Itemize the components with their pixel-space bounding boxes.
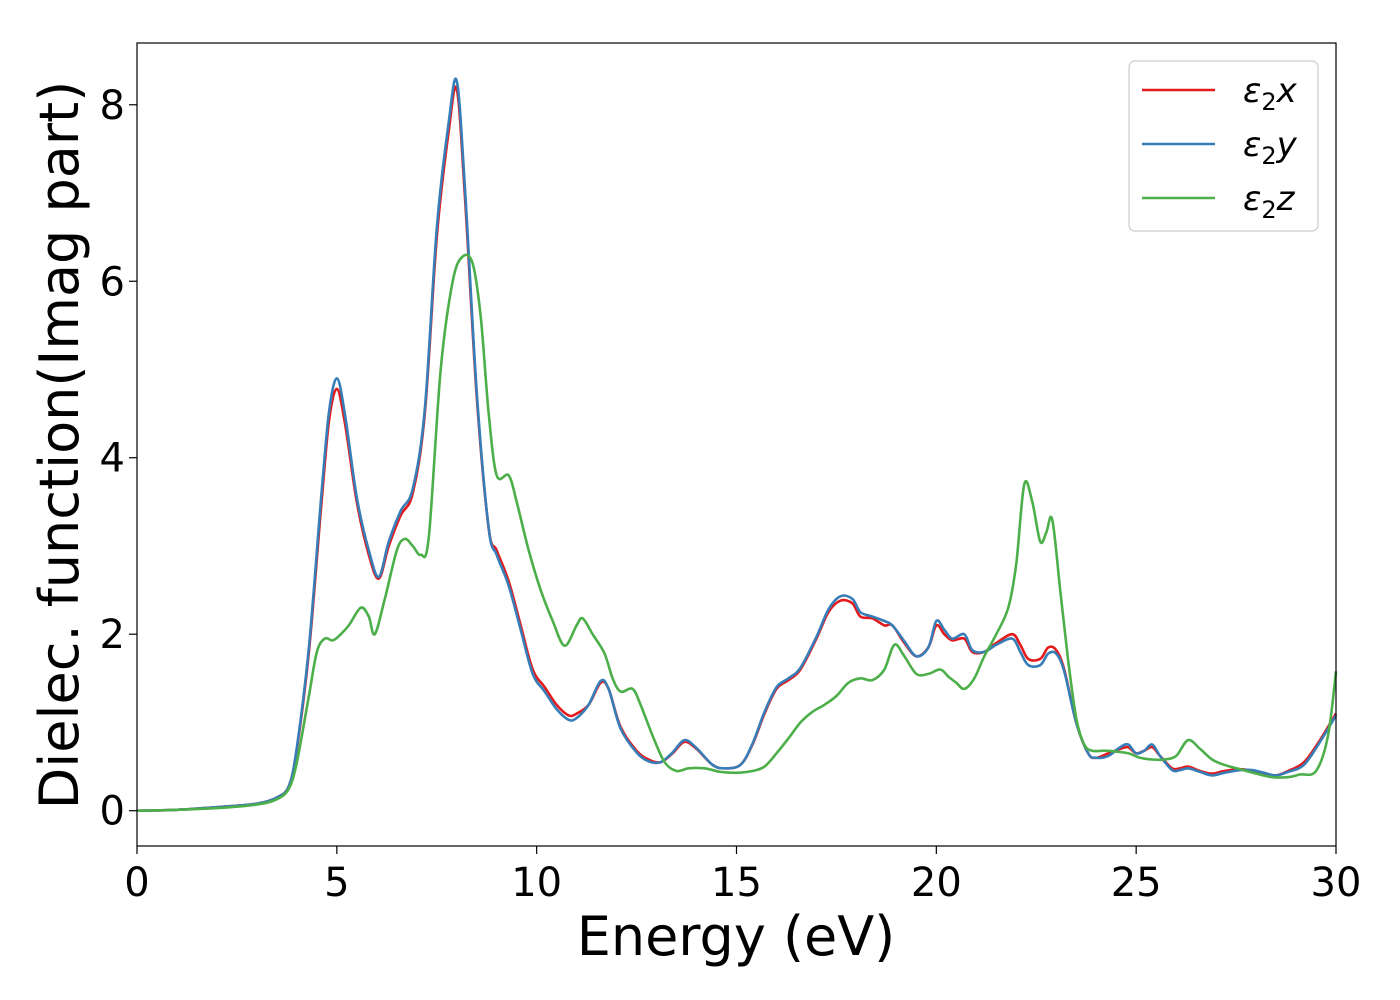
series-line-y bbox=[136, 77, 1338, 812]
series-line-z bbox=[136, 253, 1338, 812]
y-axis: 0 2 4 6 8 bbox=[100, 83, 137, 835]
legend-label-y: ε2y bbox=[1243, 125, 1298, 170]
x-tick-label: 25 bbox=[1111, 860, 1162, 906]
x-tick-label: 0 bbox=[124, 860, 149, 906]
x-tick-label: 10 bbox=[511, 860, 562, 906]
y-tick-label: 8 bbox=[100, 83, 125, 129]
legend-label-z: ε2z bbox=[1243, 179, 1296, 224]
x-tick-label: 20 bbox=[911, 860, 962, 906]
y-tick-label: 6 bbox=[100, 259, 125, 305]
x-axis-label: Energy (eV) bbox=[577, 905, 896, 968]
x-tick-label: 30 bbox=[1311, 860, 1362, 906]
y-tick-label: 2 bbox=[100, 612, 125, 658]
y-tick-label: 0 bbox=[100, 789, 125, 835]
x-axis: 0 5 10 15 20 25 30 bbox=[124, 846, 1361, 906]
legend-label-x: ε2x bbox=[1243, 71, 1298, 116]
y-axis-label: Dielec. function(Imag part) bbox=[28, 81, 91, 810]
series-lines bbox=[136, 77, 1338, 812]
legend: ε2x ε2y ε2z bbox=[1128, 60, 1319, 232]
legend-box bbox=[1128, 60, 1319, 232]
x-tick-label: 5 bbox=[324, 860, 349, 906]
y-tick-label: 4 bbox=[100, 436, 125, 482]
x-tick-label: 15 bbox=[711, 860, 762, 906]
